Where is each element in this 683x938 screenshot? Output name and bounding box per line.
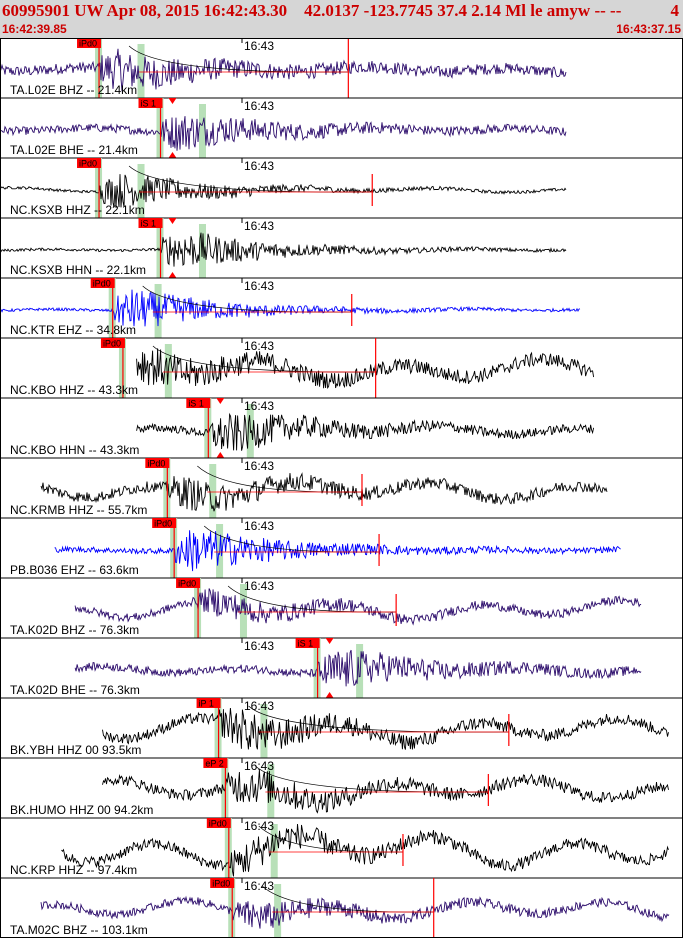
minute-label: 16:43	[244, 219, 274, 233]
station-label: NC.KTR EHZ -- 34.8km	[10, 323, 136, 337]
waveform-trace	[0, 48, 567, 92]
pick-triangle-bottom	[168, 152, 177, 158]
station-label: NC.KBO HHN -- 43.3km	[10, 443, 139, 457]
pick-triangle-top	[325, 638, 334, 644]
pick-triangle-bottom	[325, 692, 334, 698]
s-window-bar	[137, 164, 145, 218]
pick-label-box	[196, 698, 221, 708]
pick-label-box	[100, 338, 125, 348]
pick-label-box	[138, 218, 163, 228]
station-label: TA.L02E BHZ -- 21.4km	[10, 83, 137, 97]
s-window-bar	[260, 704, 268, 758]
s-window-bar	[239, 584, 247, 638]
waveform-trace	[0, 232, 567, 267]
waveform-trace	[102, 769, 669, 814]
pick-triangle-bottom	[168, 272, 177, 278]
station-label: TA.M02C BHZ -- 103.1km	[10, 923, 148, 937]
pick-label-box	[295, 638, 320, 648]
station-label: PB.B036 EHZ -- 63.6km	[10, 563, 139, 577]
station-label: NC.KRP HHZ -- 97.4km	[10, 863, 137, 877]
pick-label-box	[203, 758, 228, 768]
station-label: TA.K02D BHE -- 76.3km	[10, 683, 140, 697]
s-window-bar	[356, 644, 364, 698]
pick-label-box	[138, 98, 163, 108]
start-time: 16:42:39.85	[2, 22, 67, 36]
station-label: NC.KBO HHZ -- 43.3km	[10, 383, 138, 397]
station-label: BK.YBH HHZ 00 93.5km	[10, 743, 141, 757]
pick-label-box	[145, 458, 170, 468]
station-label: BK.HUMO HHZ 00 94.2km	[10, 803, 153, 817]
station-label: NC.KRMB HHZ -- 55.7km	[10, 503, 147, 517]
minute-label: 16:43	[244, 819, 274, 833]
pick-label: iS 1	[298, 639, 314, 649]
pick-label: iPd0	[147, 459, 165, 469]
station-label: NC.KSXB HHN -- 22.1km	[10, 263, 146, 277]
event-title: 60995901 UW Apr 08, 2015 16:42:43.30 42.…	[2, 1, 622, 20]
pick-label-box	[152, 518, 177, 528]
waveform-trace	[0, 174, 567, 208]
waveform-trace	[102, 707, 669, 750]
pick-label: iPd0	[79, 39, 97, 49]
pick-triangle-top	[168, 98, 177, 104]
pick-label: iPd0	[178, 579, 196, 589]
seismogram-panel: iPd0 16:43 TA.L02E BHZ -- 21.4km iS 1 16:43 T…	[0, 38, 683, 938]
station-label: TA.K02D BHZ -- 76.3km	[10, 623, 139, 637]
minute-label: 16:43	[244, 519, 274, 533]
pick-label: iPd0	[103, 339, 121, 349]
s-window-bar	[198, 104, 206, 158]
minute-label: 16:43	[244, 459, 274, 473]
waveform-trace	[136, 412, 595, 451]
station-label: TA.L02E BHE -- 21.4km	[10, 143, 138, 157]
pick-label: iPd0	[212, 879, 230, 889]
s-window-bar	[209, 464, 217, 518]
station-label: NC.KSXB HHZ -- 22.1km	[10, 203, 145, 217]
pick-label: iS 1	[141, 219, 157, 229]
minute-label: 16:43	[244, 99, 274, 113]
pick-label-box	[77, 38, 102, 48]
pick-label: eP 2	[205, 759, 223, 769]
pick-label: iS 1	[188, 399, 204, 409]
minute-label: 16:43	[244, 159, 274, 173]
minute-label: 16:43	[244, 39, 274, 53]
pick-label-box	[77, 158, 102, 168]
pick-label-box	[176, 578, 201, 588]
pick-label: iS 1	[141, 99, 157, 109]
trace-count: 4	[670, 1, 680, 20]
header-bar: 60995901 UW Apr 08, 2015 16:42:43.30 42.…	[0, 0, 683, 38]
pick-label: iPd0	[79, 159, 97, 169]
waveform-trace	[61, 823, 669, 877]
waveform-trace	[74, 588, 642, 626]
pick-label-box	[90, 278, 115, 288]
minute-label: 16:43	[244, 759, 274, 773]
minute-label: 16:43	[244, 879, 274, 893]
pick-triangle-bottom	[216, 452, 225, 458]
minute-label: 16:43	[244, 699, 274, 713]
minute-label: 16:43	[244, 399, 274, 413]
minute-label: 16:43	[244, 339, 274, 353]
minute-label: 16:43	[244, 639, 274, 653]
end-time: 16:43:37.15	[616, 22, 681, 36]
minute-label: 16:43	[244, 579, 274, 593]
waveform-trace	[54, 530, 621, 572]
pick-triangle-top	[216, 398, 225, 404]
waveform-trace	[0, 289, 581, 327]
pick-label: iPd0	[209, 819, 227, 829]
pick-label-box	[206, 818, 231, 828]
waveform-trace	[40, 472, 608, 512]
pick-triangle-top	[168, 218, 177, 224]
pick-label-box	[186, 398, 211, 408]
pick-label: iP 1	[199, 699, 214, 709]
waveform-trace	[0, 116, 567, 151]
minute-label: 16:43	[244, 279, 274, 293]
waveform-trace	[40, 895, 670, 929]
pick-label: iPd0	[93, 279, 111, 289]
s-window-bar	[137, 44, 145, 98]
waveform-trace	[136, 348, 595, 389]
waveform-trace	[74, 649, 642, 687]
pick-label: iPd0	[154, 519, 172, 529]
pick-label-box	[210, 878, 235, 888]
